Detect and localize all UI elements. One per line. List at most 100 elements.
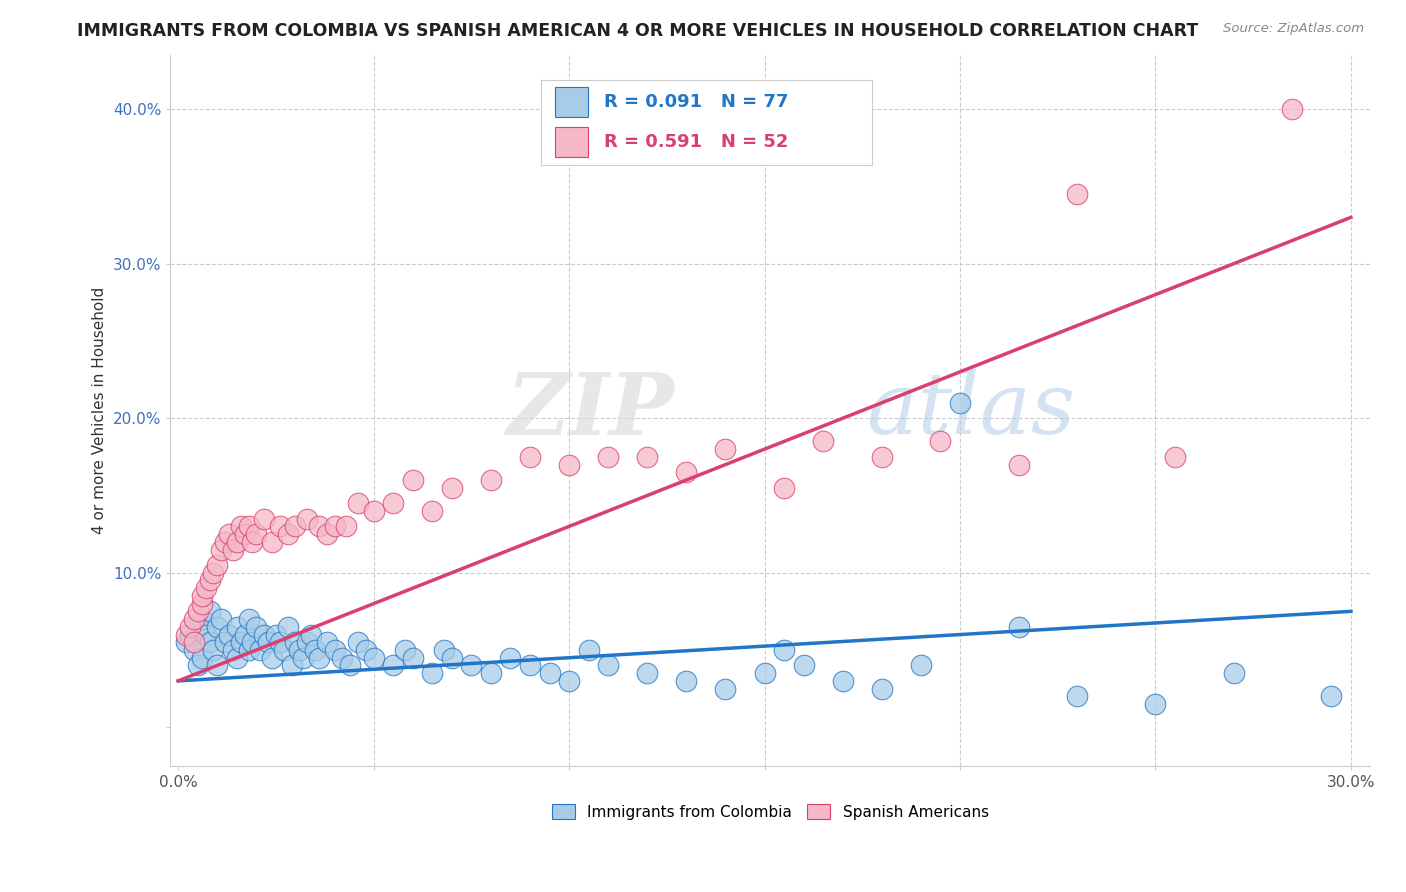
Point: [675, 465, 697, 479]
Point: [347, 635, 370, 649]
Point: [433, 643, 456, 657]
Point: [578, 643, 600, 657]
Point: [242, 635, 264, 649]
Point: [558, 458, 581, 472]
Point: [238, 519, 260, 533]
Point: [214, 635, 236, 649]
Point: [323, 643, 346, 657]
Point: [714, 442, 737, 457]
Point: [214, 534, 236, 549]
Point: [249, 643, 271, 657]
Point: [187, 658, 209, 673]
Point: [1007, 620, 1029, 634]
Point: [754, 666, 776, 681]
Point: [299, 627, 322, 641]
Point: [174, 627, 197, 641]
Point: [773, 481, 796, 495]
Point: [479, 666, 502, 681]
Point: [222, 643, 245, 657]
Point: [1144, 697, 1167, 711]
Point: [190, 612, 212, 626]
Point: [382, 658, 405, 673]
Point: [499, 650, 522, 665]
Point: [1281, 102, 1303, 116]
Point: [308, 650, 330, 665]
Point: [315, 527, 337, 541]
Point: [558, 673, 581, 688]
Point: [229, 519, 252, 533]
Point: [363, 650, 385, 665]
Point: [209, 612, 232, 626]
Point: [335, 519, 357, 533]
Point: [538, 666, 561, 681]
Point: [207, 658, 229, 673]
Point: [284, 635, 307, 649]
Point: [363, 504, 385, 518]
Point: [245, 620, 267, 634]
Point: [253, 627, 276, 641]
Point: [238, 643, 260, 657]
Point: [225, 620, 247, 634]
Point: [440, 481, 463, 495]
Point: [870, 681, 893, 696]
Point: [402, 473, 425, 487]
Text: ZIP: ZIP: [506, 368, 675, 452]
Point: [207, 620, 229, 634]
Point: [194, 581, 217, 595]
Point: [198, 604, 221, 618]
Text: Source: ZipAtlas.com: Source: ZipAtlas.com: [1223, 22, 1364, 36]
Point: [636, 666, 658, 681]
Point: [194, 627, 217, 641]
Point: [1164, 450, 1187, 464]
Point: [233, 627, 256, 641]
Point: [269, 635, 291, 649]
Point: [264, 627, 287, 641]
Point: [284, 519, 307, 533]
Point: [245, 527, 267, 541]
Point: [190, 597, 212, 611]
Point: [288, 643, 311, 657]
Point: [277, 620, 299, 634]
Text: atlas: atlas: [866, 369, 1076, 452]
Point: [190, 650, 212, 665]
Point: [242, 534, 264, 549]
Point: [402, 650, 425, 665]
Point: [519, 658, 541, 673]
Point: [253, 511, 276, 525]
Point: [202, 566, 225, 580]
Point: [229, 635, 252, 649]
Point: [1222, 666, 1244, 681]
Point: [269, 519, 291, 533]
Text: R = 0.091   N = 77: R = 0.091 N = 77: [605, 93, 789, 111]
Point: [519, 450, 541, 464]
Bar: [554, 87, 588, 117]
Point: [949, 396, 972, 410]
Point: [440, 650, 463, 665]
Point: [297, 511, 319, 525]
Point: [315, 635, 337, 649]
Point: [793, 658, 815, 673]
Point: [297, 635, 319, 649]
Point: [209, 542, 232, 557]
Point: [280, 658, 302, 673]
Point: [347, 496, 370, 510]
Point: [382, 496, 405, 510]
Point: [420, 666, 443, 681]
Text: R = 0.591   N = 52: R = 0.591 N = 52: [605, 133, 789, 151]
Point: [1007, 458, 1029, 472]
Point: [339, 658, 361, 673]
Point: [910, 658, 932, 673]
Point: [332, 650, 354, 665]
Point: [183, 635, 205, 649]
Point: [292, 650, 315, 665]
Point: [636, 450, 658, 464]
Point: [1066, 690, 1088, 704]
Point: [675, 673, 697, 688]
Point: [308, 519, 330, 533]
Point: [225, 650, 247, 665]
Point: [598, 450, 620, 464]
Point: [811, 434, 834, 449]
Point: [183, 643, 205, 657]
Point: [202, 643, 225, 657]
Point: [257, 635, 280, 649]
